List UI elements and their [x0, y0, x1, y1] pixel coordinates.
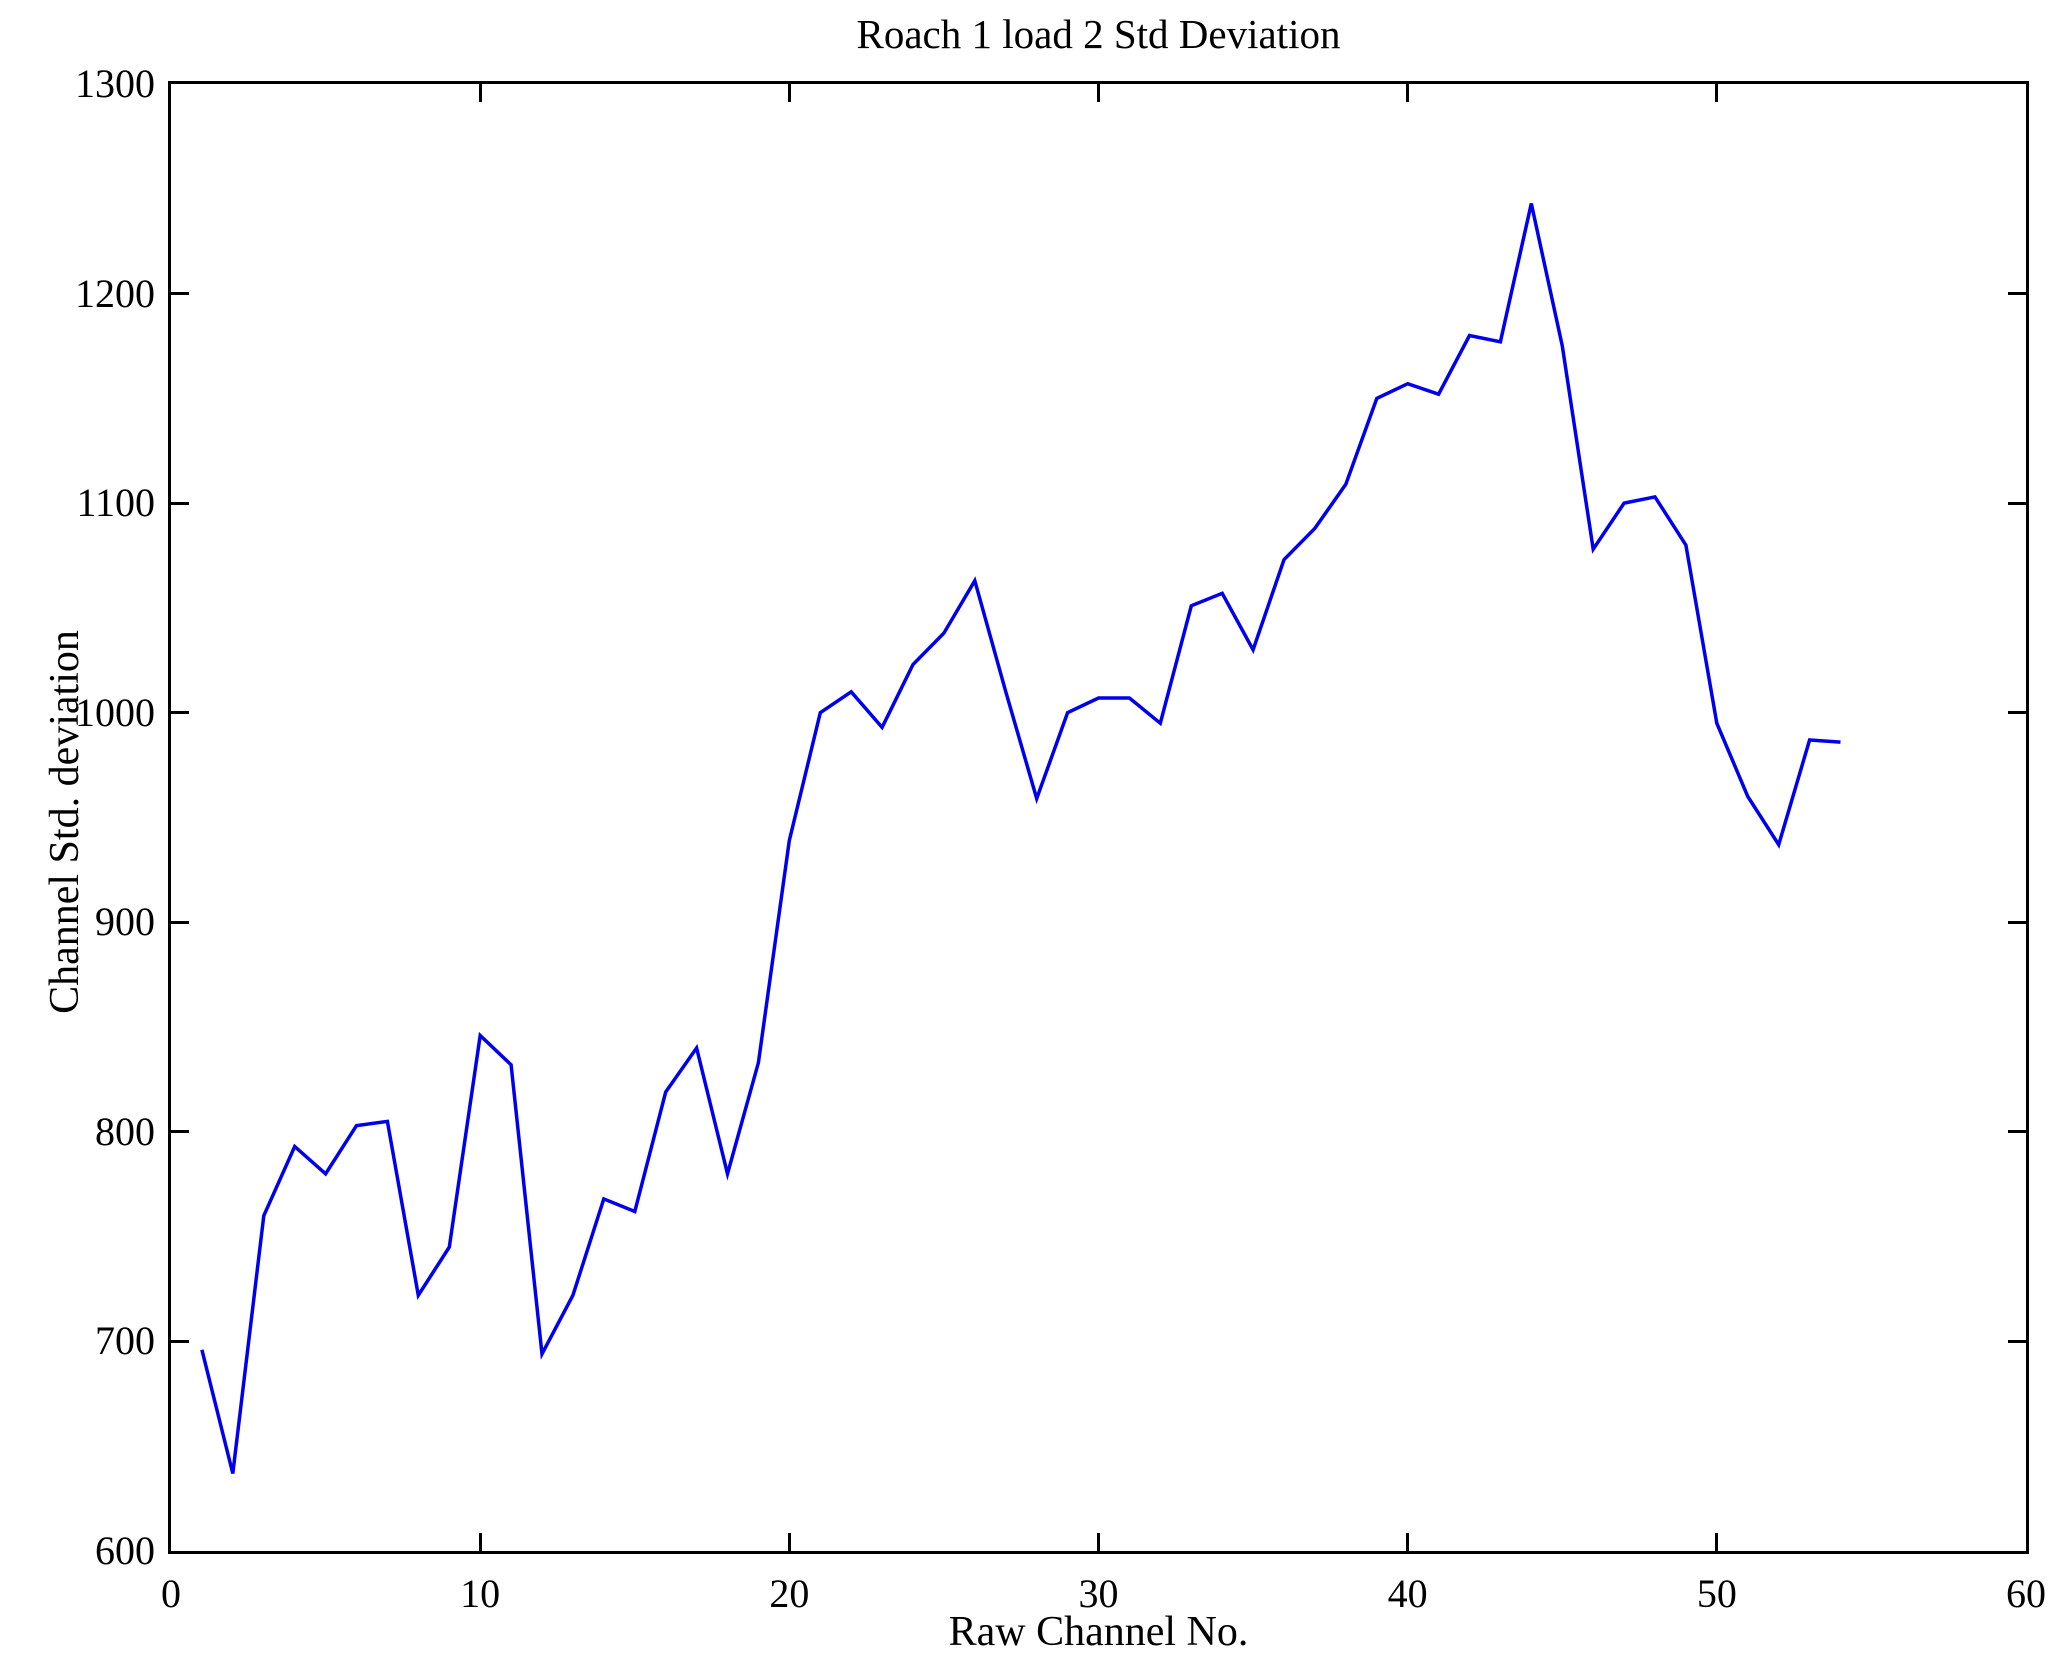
x-tick-label: 50	[1696, 1571, 1737, 1616]
y-tick-mark	[171, 292, 189, 296]
y-tick-mark-right	[2008, 1130, 2026, 1134]
x-tick-mark-top	[787, 84, 791, 102]
x-tick-label: 20	[769, 1571, 810, 1616]
x-tick-label: 60	[2006, 1571, 2046, 1616]
y-tick-mark-right	[2008, 1339, 2026, 1343]
y-tick-label: 1000	[75, 689, 155, 735]
y-tick-label: 700	[95, 1318, 155, 1364]
x-tick-mark-top	[1406, 84, 1410, 102]
x-tick-label: 30	[1078, 1571, 1119, 1616]
y-tick-mark	[171, 920, 189, 924]
x-tick-mark-top	[478, 84, 482, 102]
y-tick-mark	[171, 1130, 189, 1134]
y-tick-mark-right	[2008, 501, 2026, 505]
y-tick-mark	[171, 1339, 189, 1343]
x-tick-label: 40	[1387, 1571, 1428, 1616]
data-line	[200, 203, 1841, 1474]
x-tick-mark	[478, 1533, 482, 1551]
x-tick-mark	[1715, 1533, 1719, 1551]
x-axis-label: Raw Channel No.	[948, 1609, 1249, 1655]
x-tick-mark	[1097, 1533, 1100, 1551]
x-tick-mark-top	[1715, 84, 1719, 102]
y-tick-mark-right	[2008, 711, 2026, 715]
x-tick-label: 0	[161, 1571, 181, 1616]
y-tick-label: 1100	[76, 480, 155, 526]
y-tick-mark-right	[2008, 292, 2026, 296]
y-tick-label: 600	[95, 1528, 155, 1573]
chart-title: Roach 1 load 2 Std Deviation	[856, 11, 1341, 57]
y-axis-label: Channel Std. deviation	[42, 630, 88, 1014]
y-tick-label: 800	[95, 1108, 155, 1154]
plot-area	[168, 81, 2029, 1554]
y-tick-mark	[171, 501, 189, 505]
y-tick-label: 900	[95, 899, 155, 945]
y-tick-mark-right	[2008, 920, 2026, 924]
x-tick-mark	[787, 1533, 791, 1551]
y-tick-label: 1300	[75, 61, 155, 106]
y-tick-label: 1200	[75, 270, 155, 316]
x-tick-mark	[1406, 1533, 1410, 1551]
y-tick-mark	[171, 711, 189, 715]
x-tick-mark-top	[1097, 84, 1100, 102]
x-tick-label: 10	[460, 1571, 501, 1616]
plot-svg	[200, 203, 1841, 1474]
